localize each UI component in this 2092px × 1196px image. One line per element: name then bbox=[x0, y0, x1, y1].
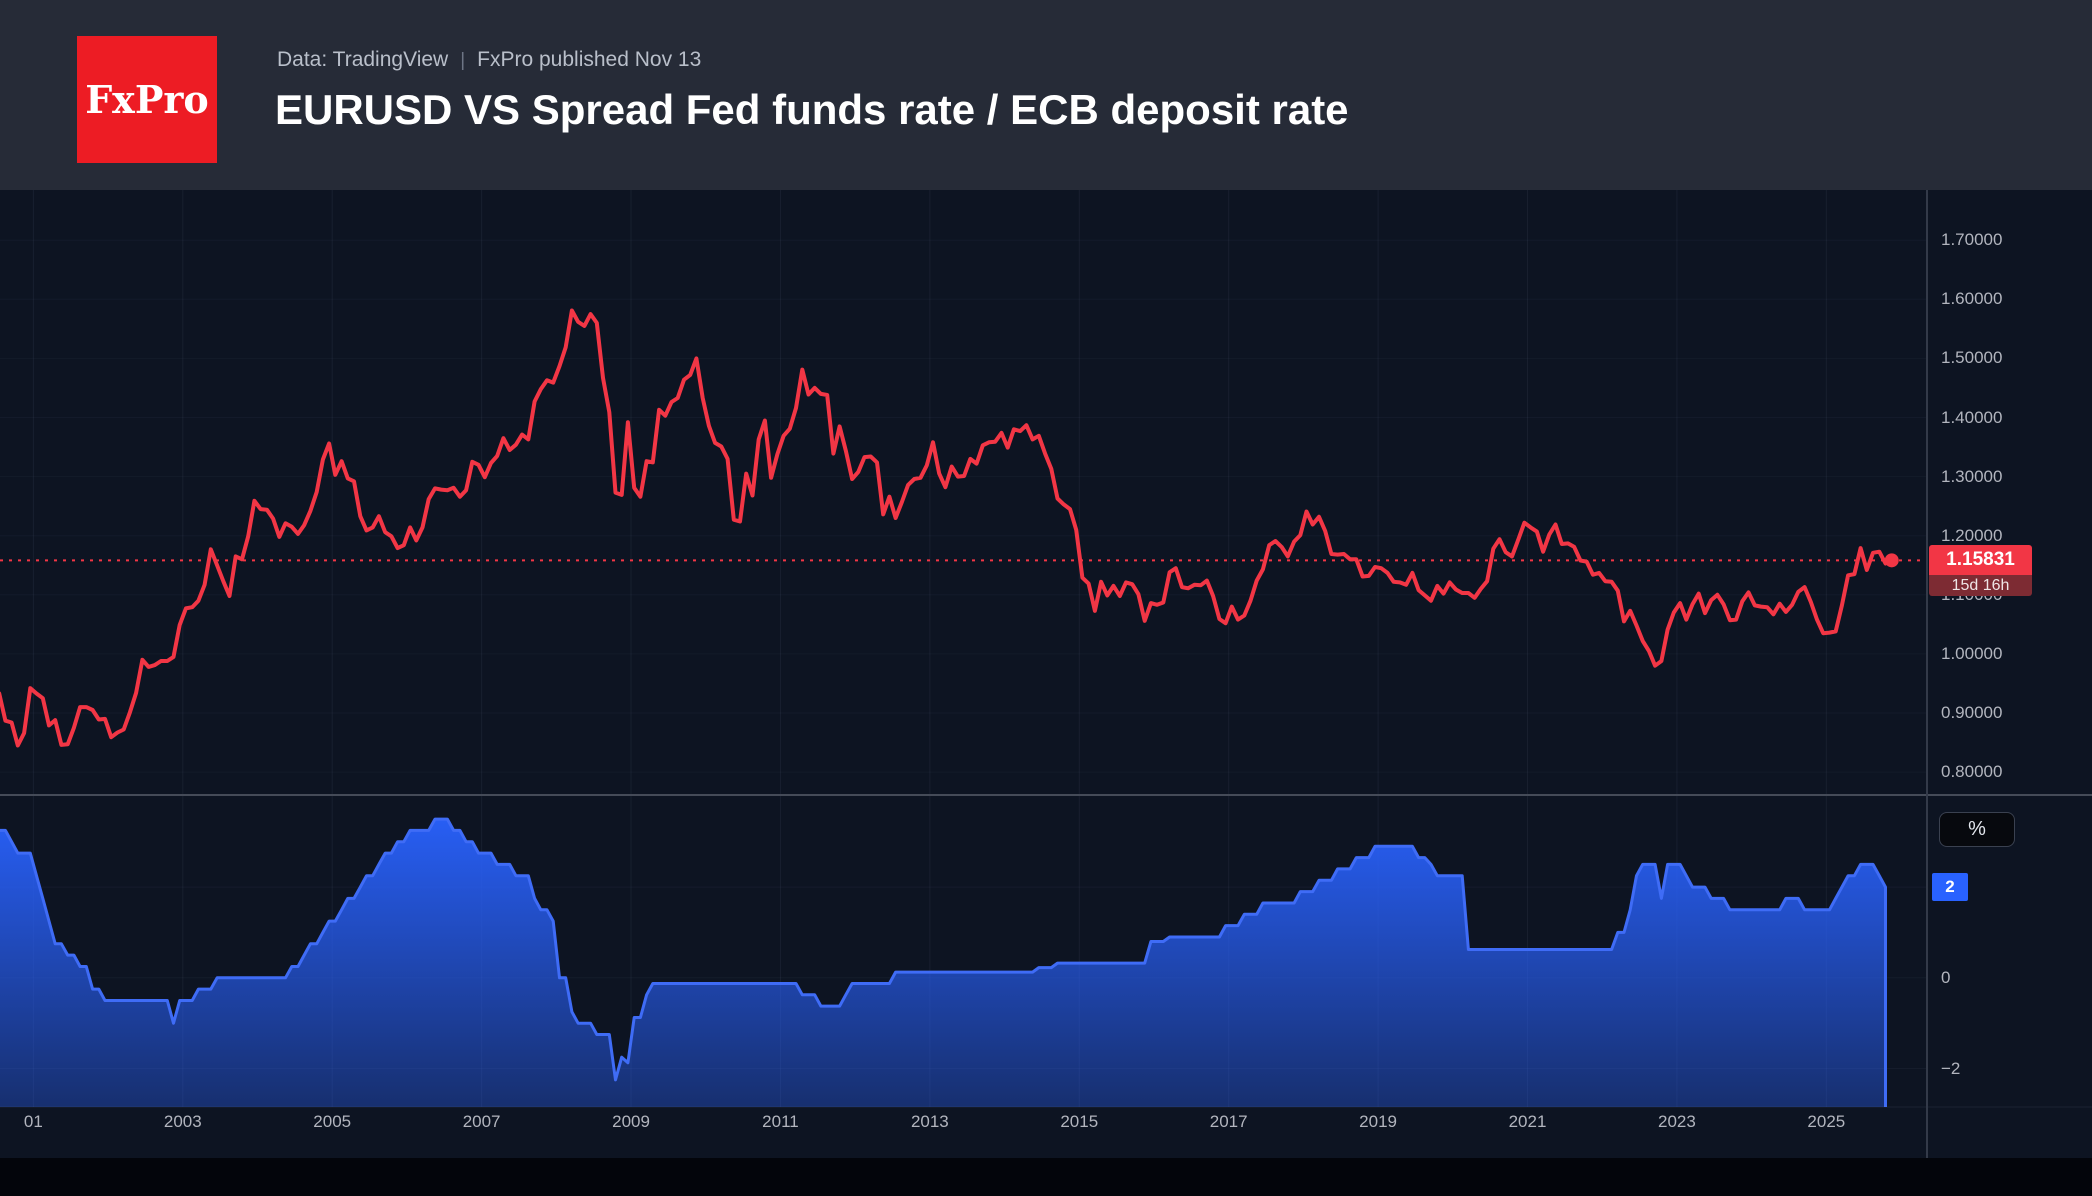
time-tick-label: 2003 bbox=[163, 1112, 202, 1131]
time-tick-label: 2021 bbox=[1508, 1112, 1547, 1131]
time-tick-label: 2017 bbox=[1209, 1112, 1248, 1131]
time-tick-label: 2023 bbox=[1657, 1112, 1696, 1131]
time-tick-label: 2005 bbox=[313, 1112, 352, 1131]
price-tick-label: 1.70000 bbox=[1941, 230, 2003, 250]
price-tick-label: 1.40000 bbox=[1941, 407, 2003, 427]
chart-source-line: Data: TradingView | FxPro published Nov 13 bbox=[277, 48, 701, 72]
percent-unit-label: % bbox=[1968, 818, 1986, 840]
spread-value-badge: 2 bbox=[1932, 873, 1968, 902]
percent-unit-button[interactable]: % bbox=[1939, 812, 2015, 847]
last-price-badge: 1.15831 15d 16h bbox=[1929, 545, 2032, 597]
last-point-dot bbox=[1884, 553, 1899, 568]
bottom-bar bbox=[0, 1158, 2092, 1196]
time-tick-label: 2025 bbox=[1807, 1112, 1846, 1131]
price-tick-label: 1.30000 bbox=[1941, 466, 2003, 486]
price-tick-label: 1.00000 bbox=[1941, 643, 2003, 663]
last-price-label: 1.15831 bbox=[1929, 545, 2032, 576]
time-tick-label: 2015 bbox=[1060, 1112, 1099, 1131]
spread-area bbox=[0, 819, 1886, 1107]
header: FxPro Data: TradingView | FxPro published … bbox=[0, 0, 2092, 190]
time-tick-label: 01 bbox=[23, 1112, 43, 1131]
subtitle-separator: | bbox=[460, 50, 466, 71]
bar-countdown-label: 15d 16h bbox=[1929, 575, 2032, 597]
price-tick-label: 1.20000 bbox=[1941, 525, 2003, 545]
time-tick-label: 2009 bbox=[612, 1112, 650, 1131]
fxpro-logo-text: FxPro bbox=[85, 77, 209, 122]
price-tick-label: 0.80000 bbox=[1941, 762, 2003, 782]
fxpro-logo: FxPro bbox=[77, 36, 217, 163]
spread-tick-label: −2 bbox=[1941, 1058, 1961, 1078]
data-source-text: Data: TradingView bbox=[277, 48, 449, 71]
page-title: EURUSD VS Spread Fed funds rate / ECB de… bbox=[275, 86, 1349, 133]
time-tick-label: 2013 bbox=[910, 1112, 949, 1131]
eurusd-line bbox=[0, 308, 1894, 748]
published-text: FxPro published Nov 13 bbox=[477, 48, 702, 71]
spread-tick-label: 0 bbox=[1941, 967, 1951, 987]
price-tick-label: 1.50000 bbox=[1941, 348, 2003, 368]
price-tick-label: 1.60000 bbox=[1941, 289, 2003, 309]
spread-value-label: 2 bbox=[1945, 877, 1955, 897]
chart-canvas[interactable]: 1.70000 1.60000 1.50000 1.40000 1.30000 1.200… bbox=[0, 190, 2092, 1158]
time-tick-label: 2007 bbox=[462, 1112, 501, 1131]
time-tick-label: 2019 bbox=[1359, 1112, 1397, 1131]
time-tick-label: 2011 bbox=[762, 1112, 799, 1131]
chart-svg[interactable] bbox=[0, 190, 2092, 1158]
spread-line bbox=[0, 817, 1887, 1107]
price-tick-label: 0.90000 bbox=[1941, 703, 2003, 722]
